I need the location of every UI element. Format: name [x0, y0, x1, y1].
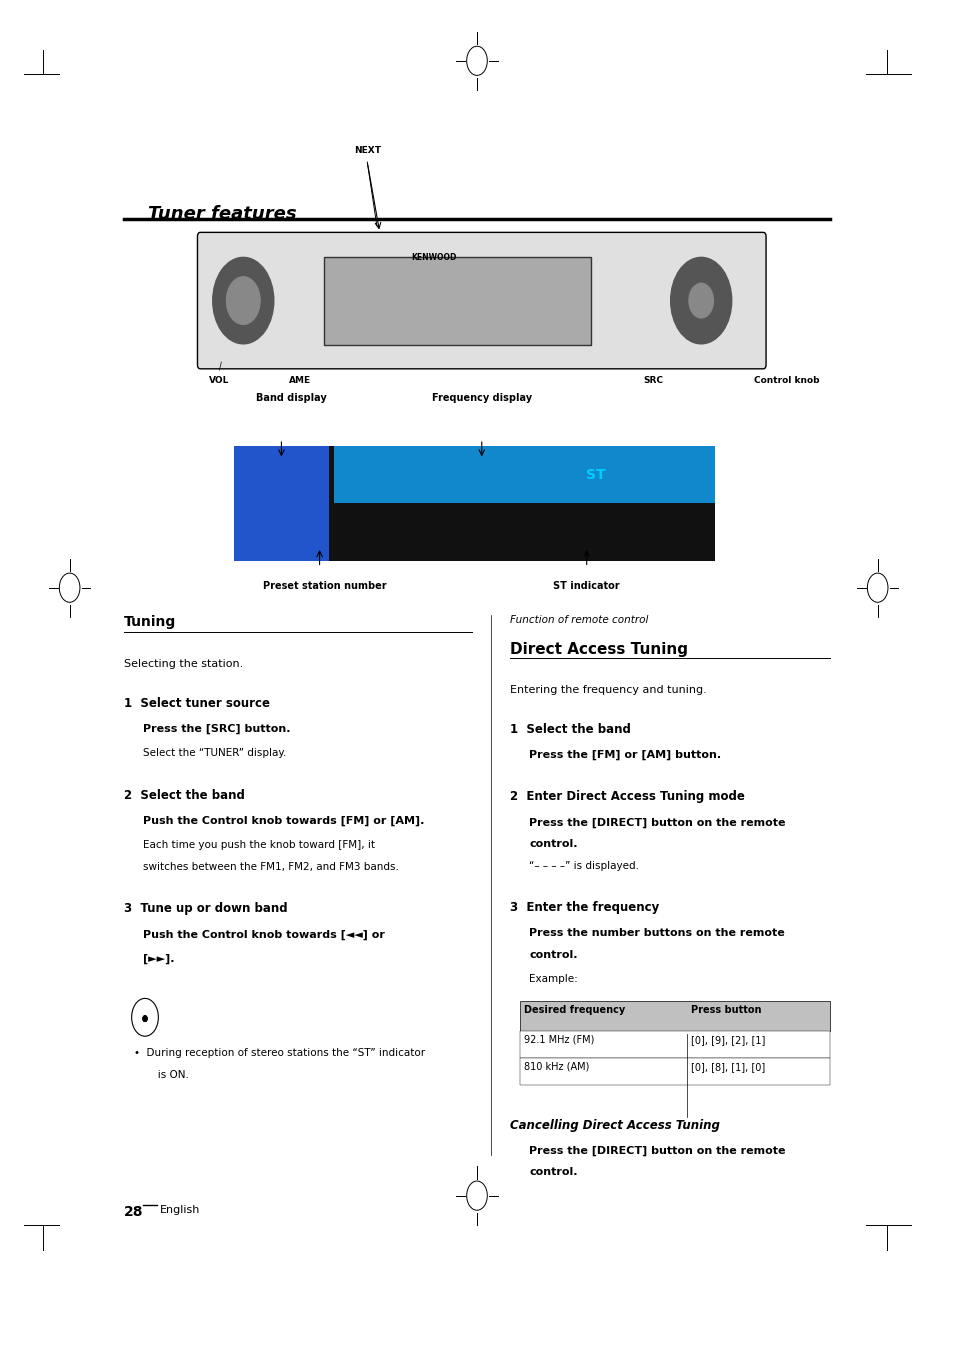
- Text: Direct Access Tuning: Direct Access Tuning: [510, 642, 688, 657]
- Text: 2  Enter Direct Access Tuning mode: 2 Enter Direct Access Tuning mode: [510, 790, 744, 804]
- Circle shape: [143, 1016, 147, 1021]
- Text: “– – – –” is displayed.: “– – – –” is displayed.: [529, 861, 639, 870]
- Text: Push the Control knob towards [FM] or [AM].: Push the Control knob towards [FM] or [A…: [143, 816, 424, 827]
- Text: 1  Select the band: 1 Select the band: [510, 723, 631, 736]
- Text: Frequency display: Frequency display: [432, 393, 531, 403]
- Bar: [233, 446, 329, 561]
- Text: is ON.: is ON.: [148, 1070, 189, 1079]
- Circle shape: [143, 1016, 147, 1021]
- Circle shape: [670, 258, 731, 345]
- Text: Function of remote control: Function of remote control: [510, 615, 648, 624]
- Text: [►►].: [►►].: [143, 954, 174, 965]
- Circle shape: [143, 1016, 147, 1021]
- Text: Each time you push the knob toward [FM], it: Each time you push the knob toward [FM],…: [143, 840, 375, 850]
- Text: control.: control.: [529, 1167, 578, 1177]
- Text: Select the “TUNER” display.: Select the “TUNER” display.: [143, 748, 286, 758]
- Text: 3  Tune up or down band: 3 Tune up or down band: [124, 902, 288, 916]
- Bar: [519, 1001, 829, 1031]
- Text: Example:: Example:: [529, 974, 578, 984]
- Text: Press the number buttons on the remote: Press the number buttons on the remote: [529, 928, 784, 938]
- Text: Tuner features: Tuner features: [148, 205, 296, 223]
- Text: control.: control.: [529, 950, 578, 959]
- Text: 92.1 MHz (FM): 92.1 MHz (FM): [523, 1035, 594, 1044]
- Text: Band display: Band display: [255, 393, 326, 403]
- Text: NEXT: NEXT: [354, 146, 380, 155]
- Text: 3  Enter the frequency: 3 Enter the frequency: [510, 901, 659, 915]
- Text: Desired frequency: Desired frequency: [523, 1005, 624, 1015]
- Text: Selecting the station.: Selecting the station.: [124, 659, 243, 669]
- Text: 28: 28: [124, 1205, 143, 1219]
- Text: [0], [9], [2], [1]: [0], [9], [2], [1]: [690, 1035, 764, 1044]
- Text: Tuning: Tuning: [124, 615, 176, 628]
- Text: Press the [SRC] button.: Press the [SRC] button.: [143, 724, 291, 735]
- Text: Press the [FM] or [AM] button.: Press the [FM] or [AM] button.: [529, 750, 720, 761]
- Text: Control knob: Control knob: [753, 376, 819, 385]
- Text: control.: control.: [529, 839, 578, 848]
- Bar: [324, 257, 591, 345]
- Text: Push the Control knob towards [◄◄] or: Push the Control knob towards [◄◄] or: [143, 929, 385, 940]
- Text: Cancelling Direct Access Tuning: Cancelling Direct Access Tuning: [510, 1119, 720, 1132]
- Circle shape: [688, 284, 713, 317]
- Text: 2  Select the band: 2 Select the band: [124, 789, 245, 802]
- Text: 810 kHz (AM): 810 kHz (AM): [523, 1062, 589, 1071]
- Text: [0], [8], [1], [0]: [0], [8], [1], [0]: [690, 1062, 764, 1071]
- Text: Entering the frequency and tuning.: Entering the frequency and tuning.: [510, 685, 706, 694]
- Bar: [519, 1058, 829, 1085]
- Text: Press the [DIRECT] button on the remote: Press the [DIRECT] button on the remote: [529, 1146, 785, 1156]
- Circle shape: [213, 258, 274, 345]
- Text: KENWOOD: KENWOOD: [411, 253, 456, 262]
- Text: VOL: VOL: [209, 376, 230, 385]
- Text: Press button: Press button: [690, 1005, 760, 1015]
- Bar: [233, 446, 715, 561]
- Text: SRC: SRC: [643, 376, 662, 385]
- Text: Preset station number: Preset station number: [262, 581, 386, 590]
- Bar: [334, 446, 715, 503]
- Bar: [519, 1031, 829, 1058]
- Text: English: English: [160, 1205, 200, 1215]
- Text: ST: ST: [586, 467, 605, 481]
- FancyBboxPatch shape: [197, 232, 765, 369]
- Text: ST indicator: ST indicator: [553, 581, 619, 590]
- Text: •  During reception of stereo stations the “ST” indicator: • During reception of stereo stations th…: [133, 1048, 424, 1058]
- Text: 1  Select tuner source: 1 Select tuner source: [124, 697, 270, 711]
- Circle shape: [226, 277, 260, 324]
- Text: AME: AME: [289, 376, 312, 385]
- Text: Press the [DIRECT] button on the remote: Press the [DIRECT] button on the remote: [529, 817, 785, 828]
- Text: switches between the FM1, FM2, and FM3 bands.: switches between the FM1, FM2, and FM3 b…: [143, 862, 398, 871]
